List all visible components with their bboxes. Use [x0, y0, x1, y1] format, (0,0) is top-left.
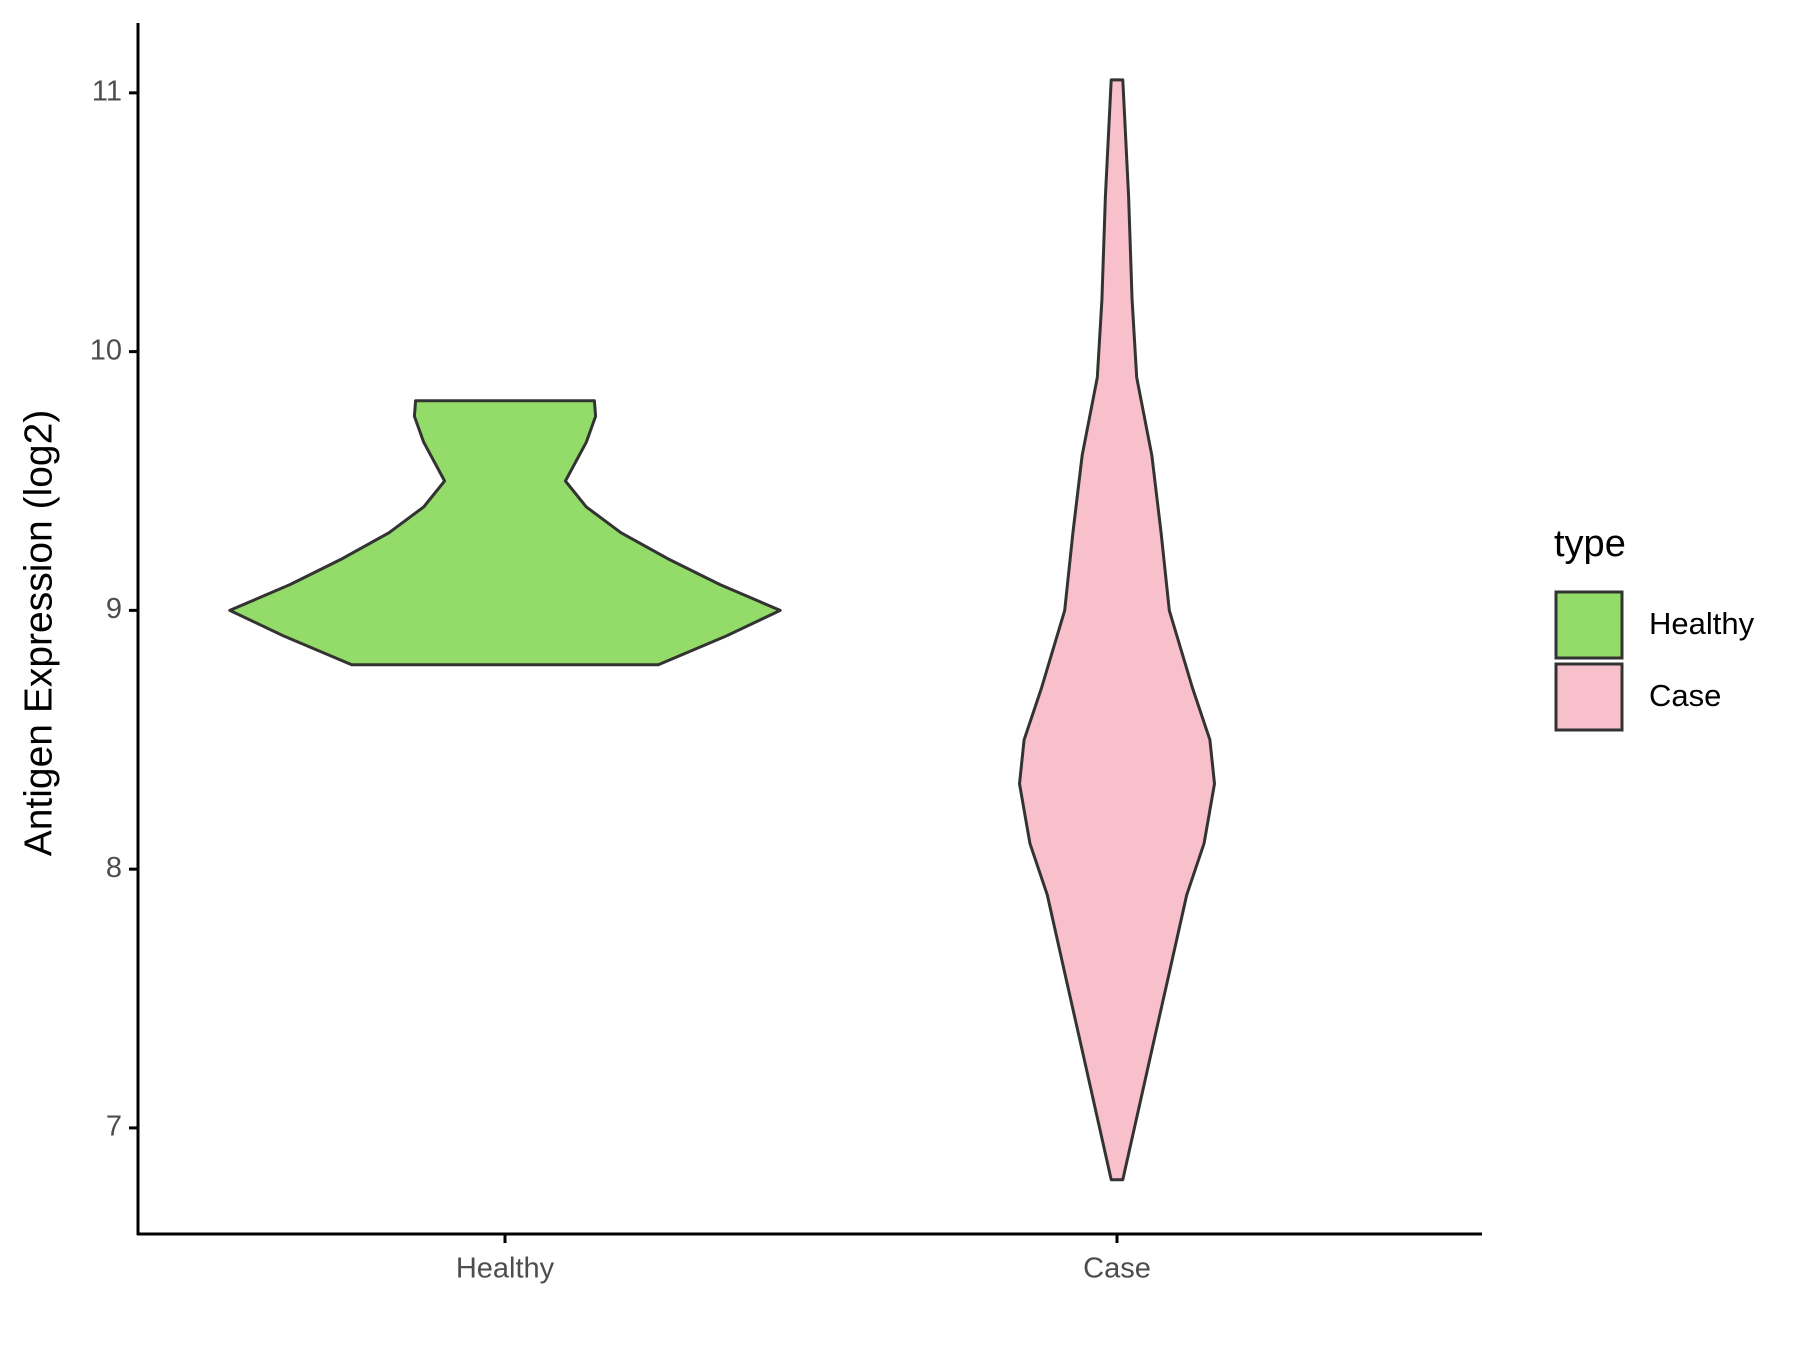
violin [228, 399, 782, 667]
y-tick-label: 11 [92, 76, 122, 108]
legend-title: type [1554, 523, 1626, 565]
y-axis-title: Antigen Expression (log2) [17, 410, 60, 857]
legend-key [1554, 662, 1624, 732]
y-tick-label: 8 [106, 852, 122, 884]
x-tick-label: Healthy [456, 1253, 555, 1285]
y-tick-label: 7 [106, 1111, 122, 1143]
legend-label: Healthy [1649, 606, 1755, 641]
legend-key [1554, 590, 1624, 660]
violin [1018, 78, 1216, 1182]
x-tick-label: Case [1083, 1253, 1151, 1285]
y-tick-label: 10 [90, 334, 122, 366]
legend-label: Case [1649, 678, 1721, 713]
y-tick-label: 9 [106, 593, 122, 625]
